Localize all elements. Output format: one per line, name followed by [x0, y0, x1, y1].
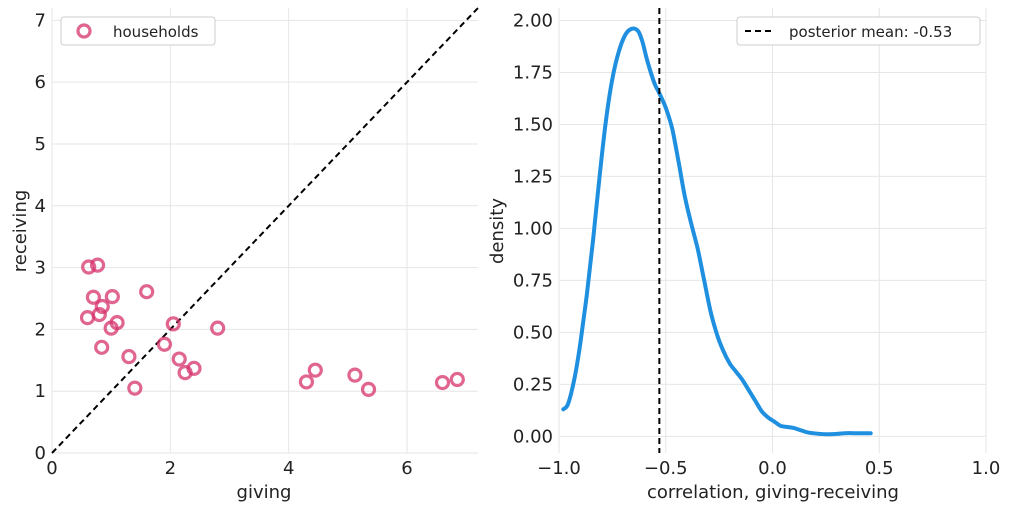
household-point	[103, 320, 119, 336]
household-point	[165, 316, 181, 332]
household-point	[210, 320, 226, 336]
right-y-tick-label: 1.25	[513, 166, 553, 187]
household-point	[104, 289, 120, 305]
household-point	[139, 284, 155, 300]
left-y-axis-label: receiving	[10, 190, 31, 273]
household-point	[434, 374, 451, 391]
left-y-tick-label: 1	[35, 381, 46, 402]
right-x-tick-labels: −1.0 −0.5 0.0 0.5 1.0	[537, 458, 1000, 479]
right-legend: posterior mean: -0.53	[736, 16, 981, 46]
household-point	[307, 362, 323, 378]
right-x-tick-label: −1.0	[537, 458, 581, 479]
right-x-axis-label: correlation, giving-receiving	[647, 482, 899, 503]
household-point	[298, 374, 315, 390]
left-y-tick-labels: 0 1 2 3 4 5 6 7	[35, 10, 46, 464]
left-y-tick-label: 3	[35, 258, 46, 279]
right-y-tick-label: 0.00	[513, 426, 553, 447]
left-x-tick-label: 0	[46, 458, 57, 479]
household-points	[79, 257, 465, 397]
right-y-tick-label: 1.00	[513, 218, 553, 239]
right-x-tick-label: 0.0	[758, 458, 787, 479]
right-y-tick-label: 1.75	[513, 62, 553, 83]
household-point	[449, 371, 465, 388]
household-point	[127, 380, 143, 396]
household-point	[94, 339, 110, 355]
household-point	[94, 298, 110, 315]
left-x-tick-label: 4	[283, 458, 294, 479]
right-gridlines	[558, 8, 987, 453]
right-x-tick-label: 0.5	[865, 458, 894, 479]
household-point	[89, 257, 106, 273]
left-y-tick-label: 5	[35, 134, 46, 155]
household-point	[81, 259, 97, 275]
right-y-tick-labels: 0.00 0.25 0.50 0.75 1.00 1.25 1.50 1.75 2.00	[513, 10, 553, 447]
left-x-axis-label: giving	[237, 482, 292, 503]
household-point	[85, 289, 102, 305]
right-x-tick-label: −0.5	[644, 458, 688, 479]
household-point	[91, 306, 107, 323]
legend-households-marker	[76, 23, 92, 39]
left-y-tick-label: 6	[35, 72, 46, 93]
right-y-tick-label: 0.50	[513, 322, 553, 343]
left-x-tick-label: 6	[401, 458, 412, 479]
household-point	[360, 381, 377, 397]
left-legend-box	[60, 16, 216, 46]
right-legend-box	[736, 16, 981, 46]
household-point	[347, 367, 363, 383]
left-y-tick-label: 7	[35, 10, 46, 31]
household-point	[121, 348, 137, 365]
household-point	[177, 365, 193, 381]
household-point	[171, 351, 187, 367]
identity-reference-line	[51, 7, 479, 454]
household-point	[79, 310, 96, 326]
posterior-density-curve	[561, 26, 873, 437]
left-legend: households	[60, 16, 216, 46]
legend-households-label: households	[113, 23, 199, 41]
left-x-tick-label: 2	[165, 458, 176, 479]
right-y-axis-label: density	[487, 198, 508, 264]
density-panel: −1.0 −0.5 0.0 0.5 1.0 0.00 0.25 0.50 0.75 1.00 1.…	[487, 8, 1000, 503]
legend-posterior-mean-label: posterior mean: -0.53	[789, 23, 952, 41]
right-x-tick-label: 1.0	[972, 458, 1001, 479]
right-y-tick-label: 0.75	[513, 270, 553, 291]
left-y-tick-label: 0	[35, 443, 46, 464]
left-y-tick-label: 2	[35, 319, 46, 340]
right-y-tick-label: 1.50	[513, 114, 553, 135]
right-y-tick-label: 2.00	[513, 10, 553, 31]
right-y-tick-label: 0.25	[513, 374, 553, 395]
left-y-tick-label: 4	[35, 196, 46, 217]
scatter-panel: 0 2 4 6 0 1 2 3 4 5 6 7 giving receiving household…	[10, 7, 479, 503]
household-point	[156, 336, 173, 352]
left-x-tick-labels: 0 2 4 6	[46, 458, 412, 479]
